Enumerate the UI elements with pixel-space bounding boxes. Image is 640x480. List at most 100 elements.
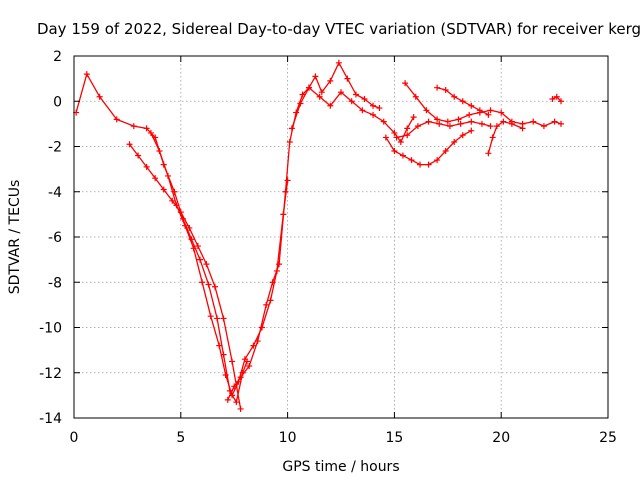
point-sat-h-13 <box>540 123 547 130</box>
point-sat-d-11 <box>299 91 306 98</box>
point-sat-c-8 <box>216 342 223 349</box>
point-sat-e-5 <box>338 89 344 96</box>
x-tick-label-1: 5 <box>176 430 185 446</box>
point-sat-e-11 <box>397 138 404 145</box>
point-sat-e-0 <box>288 125 295 132</box>
point-sat-e-12 <box>404 125 411 132</box>
point-sat-e-2 <box>305 84 312 91</box>
point-sat-b-13 <box>237 405 244 412</box>
point-sat-g-0 <box>393 134 400 141</box>
point-sat-g-7 <box>468 118 475 125</box>
point-sat-g-2 <box>414 123 421 130</box>
point-sat-i-2 <box>451 93 458 100</box>
point-sat-a-2 <box>96 93 103 100</box>
series-sat-d <box>224 59 383 403</box>
point-sat-e-3 <box>316 93 323 100</box>
point-sat-d-15 <box>327 77 334 84</box>
point-sat-d-21 <box>376 105 383 112</box>
point-sat-a-1 <box>83 71 90 78</box>
series-trace-sat-h <box>404 82 562 127</box>
point-sat-j-5 <box>519 125 526 132</box>
point-sat-h-1 <box>412 93 419 100</box>
point-sat-a-12 <box>205 281 212 288</box>
point-sat-i-1 <box>442 86 449 93</box>
point-sat-i-3 <box>459 98 466 105</box>
y-tick-labels: -14 -12 -10 -8 -6 -4 -2 0 2 <box>39 49 62 427</box>
point-sat-f-9 <box>459 132 466 139</box>
point-sat-d-14 <box>318 89 325 96</box>
point-sat-c-9 <box>222 372 229 379</box>
point-sat-d-9 <box>286 138 293 145</box>
series-sat-k <box>549 93 565 105</box>
point-sat-j-0 <box>485 150 492 157</box>
y-tick-label-1: -12 <box>39 366 62 382</box>
point-sat-c-0 <box>147 129 154 136</box>
point-sat-h-3 <box>434 116 441 123</box>
point-sat-j-1 <box>489 134 496 141</box>
point-sat-e-7 <box>359 107 366 114</box>
point-sat-c-4 <box>182 222 189 229</box>
series-sat-b <box>126 141 244 412</box>
point-sat-j-4 <box>508 120 515 127</box>
point-sat-f-4 <box>417 161 424 168</box>
point-sat-g-3 <box>425 118 432 125</box>
x-tick-label-5: 25 <box>599 430 617 446</box>
point-sat-h-6 <box>466 111 473 118</box>
point-sat-a-3 <box>113 116 120 123</box>
series-sat-e <box>288 84 417 145</box>
series-sat-j <box>485 118 526 157</box>
point-sat-d-2 <box>237 374 244 381</box>
point-sat-d-13 <box>312 73 319 80</box>
point-sat-d-18 <box>352 91 359 98</box>
point-sat-k-0 <box>549 95 556 102</box>
point-sat-i-5 <box>476 107 483 114</box>
series-sat-a <box>73 71 251 406</box>
point-sat-j-2 <box>493 123 500 130</box>
point-sat-b-11 <box>220 315 227 322</box>
point-sat-b-5 <box>169 197 176 204</box>
point-sat-b-4 <box>160 186 167 193</box>
point-sat-c-5 <box>190 245 197 252</box>
point-sat-c-15 <box>267 297 274 304</box>
point-sat-c-3 <box>173 202 180 209</box>
point-sat-e-6 <box>348 98 355 105</box>
x-axis-label: GPS time / hours <box>282 459 399 475</box>
point-sat-d-6 <box>269 279 276 286</box>
point-sat-a-5 <box>143 125 150 132</box>
point-sat-c-6 <box>199 279 206 286</box>
point-sat-a-4 <box>130 123 137 130</box>
point-sat-g-1 <box>404 132 411 139</box>
point-sat-b-2 <box>143 163 150 170</box>
point-sat-f-7 <box>442 148 449 155</box>
series-sat-g <box>393 118 494 141</box>
point-sat-g-5 <box>446 123 453 130</box>
point-sat-j-3 <box>500 118 507 125</box>
point-sat-g-8 <box>478 120 485 127</box>
point-sat-h-15 <box>558 120 565 127</box>
point-sat-d-20 <box>370 102 377 109</box>
series-sat-f <box>382 127 475 168</box>
point-sat-d-17 <box>344 75 351 82</box>
point-sat-h-0 <box>402 80 409 87</box>
point-sat-i-4 <box>468 102 475 109</box>
point-sat-f-2 <box>399 152 406 159</box>
point-sat-c-7 <box>207 313 214 320</box>
y-tick-label-3: -8 <box>48 275 62 291</box>
point-sat-d-4 <box>254 338 261 345</box>
x-tick-label-3: 15 <box>385 430 403 446</box>
point-sat-k-1 <box>553 93 560 100</box>
point-sat-h-14 <box>551 118 558 125</box>
point-sat-f-6 <box>434 157 441 164</box>
axis-ticks <box>73 55 609 419</box>
point-sat-i-0 <box>434 84 441 91</box>
point-sat-f-8 <box>451 138 458 145</box>
grid-lines <box>74 56 608 418</box>
point-sat-c-13 <box>250 342 257 349</box>
point-sat-e-4 <box>327 102 334 109</box>
y-tick-label-0: -14 <box>39 411 62 427</box>
point-sat-h-4 <box>444 118 451 125</box>
chart-title: Day 159 of 2022, Sidereal Day-to-day VTE… <box>37 20 640 38</box>
series-trace-sat-f <box>385 130 472 166</box>
point-sat-e-13 <box>410 114 417 121</box>
